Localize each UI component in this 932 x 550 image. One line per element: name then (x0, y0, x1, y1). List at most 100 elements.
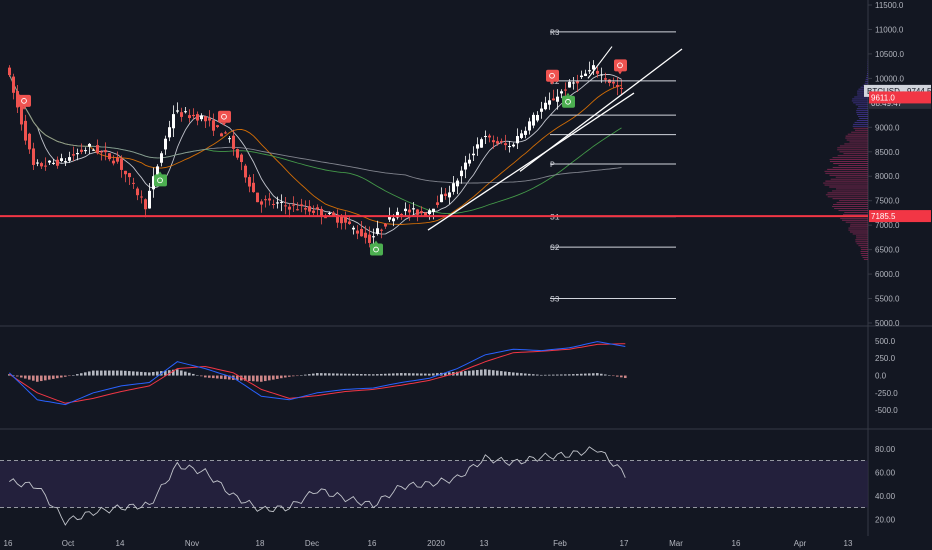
macd-histogram-bar (432, 373, 435, 376)
macd-signal-line (9, 343, 626, 404)
candle-body (156, 166, 159, 177)
x-tick-label: 13 (480, 539, 489, 548)
sell-signal-icon[interactable] (546, 69, 559, 82)
macd-histogram-bar (364, 374, 367, 376)
candle-body (212, 120, 215, 131)
candle-body (224, 132, 227, 134)
candle-body (168, 127, 171, 138)
sell-signal-icon[interactable] (18, 94, 31, 107)
macd-histogram-bar (288, 375, 291, 377)
y-tick-label: 7000.0 (875, 221, 900, 230)
macd-histogram-bar (128, 371, 131, 376)
macd-histogram-bar (188, 372, 191, 376)
candle-body (152, 176, 155, 190)
candle-body (288, 206, 291, 210)
macd-histogram-bar (396, 373, 399, 376)
macd-histogram-bar (40, 375, 43, 382)
trendline[interactable] (587, 46, 613, 79)
macd-histogram-bar (164, 370, 167, 376)
candle-body (464, 162, 467, 170)
macd-histogram-bar (460, 371, 463, 376)
candle-body (184, 111, 187, 113)
macd-histogram-bar (296, 375, 299, 377)
y-tick-label: 7500.0 (875, 197, 900, 206)
macd-histogram-bar (488, 369, 491, 376)
pivot-level-label: P (550, 161, 555, 170)
candle-body (52, 162, 55, 164)
macd-histogram-bar (88, 371, 91, 376)
y-tick-label: 10500.0 (875, 50, 904, 59)
macd-histogram-bar (332, 373, 335, 376)
candle-body (88, 143, 91, 147)
candle-body (12, 76, 15, 93)
candle-body (256, 192, 259, 203)
buy-signal-icon[interactable] (154, 174, 167, 187)
candle-body (420, 211, 423, 214)
macd-histogram-bar (548, 374, 551, 376)
macd-histogram-bar (360, 374, 363, 376)
signal-pointer (566, 92, 570, 96)
candle-body (588, 70, 591, 72)
candle-body (236, 149, 239, 158)
macd-histogram-bar (468, 370, 471, 376)
candle-body (484, 136, 487, 138)
candle-body (28, 133, 31, 150)
candle-body (8, 67, 11, 76)
candle-body (508, 146, 511, 148)
macd-histogram-bar (132, 371, 135, 376)
macd-histogram-bar (136, 371, 139, 376)
macd-histogram-bar (184, 371, 187, 376)
candle-body (396, 211, 399, 218)
signal-pointer (618, 71, 622, 75)
ma-medium-line (9, 74, 622, 225)
y-tick-label: 5500.0 (875, 295, 900, 304)
candle-body (204, 116, 207, 122)
candle-body (444, 193, 447, 197)
candle-body (140, 196, 143, 198)
macd-histogram-bar (384, 373, 387, 376)
macd-histogram-bar (304, 374, 307, 376)
macd-histogram-bar (424, 373, 427, 376)
macd-histogram-bar (368, 374, 371, 376)
macd-histogram-bar (324, 373, 327, 376)
sell-signal-icon[interactable] (218, 110, 231, 123)
macd-histogram-bar (144, 372, 147, 376)
macd-histogram-bar (392, 373, 395, 376)
candle-body (576, 81, 579, 84)
candle-body (504, 143, 507, 146)
signal-pointer (222, 122, 226, 126)
candle-body (424, 212, 427, 216)
macd-histogram-bar (408, 373, 411, 376)
candle-body (580, 75, 583, 78)
macd-histogram-bar (268, 375, 271, 381)
candle-body (84, 150, 87, 152)
buy-signal-icon[interactable] (562, 95, 575, 108)
candle-body (492, 140, 495, 143)
macd-histogram-bar (344, 373, 347, 376)
candle-body (412, 208, 415, 210)
macd-histogram-bar (216, 375, 219, 379)
macd-histogram-bar (180, 370, 183, 376)
candle-body (428, 210, 431, 215)
buy-signal-icon[interactable] (370, 243, 383, 256)
sell-signal-icon[interactable] (614, 59, 627, 72)
candle-body (220, 133, 223, 137)
macd-histogram-bar (84, 372, 87, 376)
macd-histogram-bar (28, 375, 31, 380)
macd-histogram-bar (568, 374, 571, 376)
bear-glyph (21, 97, 27, 104)
candle-body (192, 114, 195, 117)
macd-histogram-bar (168, 370, 171, 376)
candle-body (264, 199, 267, 201)
candle-body (332, 212, 335, 216)
candle-body (612, 81, 615, 84)
candle-body (108, 153, 111, 160)
trendline[interactable] (519, 48, 683, 172)
trendline[interactable] (427, 92, 635, 231)
macd-histogram-bar (500, 371, 503, 376)
macd-y-tick-label: -250.0 (875, 389, 898, 398)
candle-body (372, 236, 375, 238)
